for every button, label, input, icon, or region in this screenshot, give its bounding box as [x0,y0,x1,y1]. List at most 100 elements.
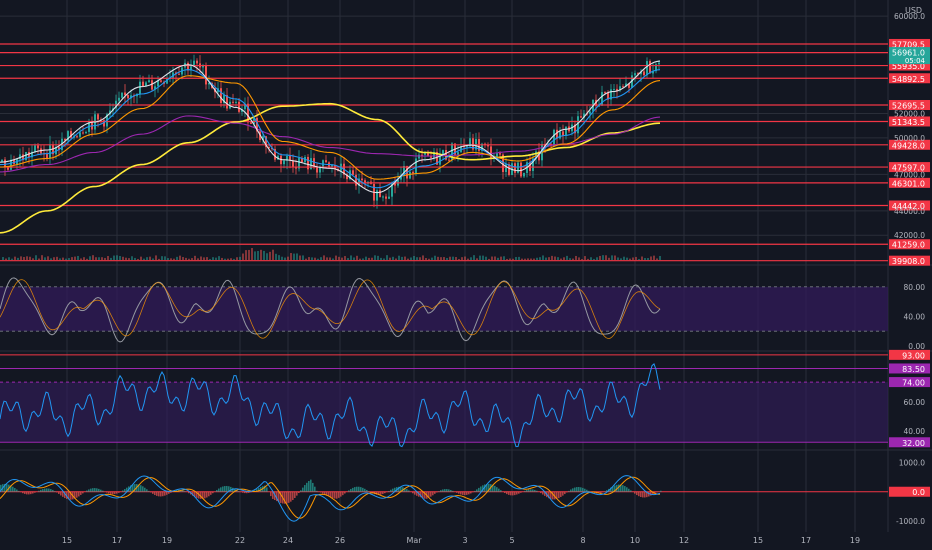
volume-bar [539,257,541,260]
time-tick-label: 15 [753,536,763,545]
level-badge [889,162,930,173]
candle-body [166,78,168,84]
volume-bar [107,256,109,260]
volume-bar [80,258,82,260]
macd-histogram-bar [428,491,430,498]
macd-histogram-bar [458,491,460,494]
macd-histogram-bar [504,491,506,494]
macd-histogram-bar [370,491,372,493]
candle-body [352,170,354,175]
macd-histogram-bar [116,491,118,494]
volume-bar [323,255,325,260]
volume-bar [626,257,628,260]
macd-histogram-bar [208,491,210,497]
candle-body [532,158,534,171]
macd-histogram-bar [556,491,558,499]
volume-bar [524,258,526,260]
candle-body [436,151,438,165]
volume-bar [560,258,562,260]
volume-bar [155,255,157,260]
volume-bar [200,256,202,260]
macd-histogram-bar [456,491,458,493]
candle-body [247,103,249,123]
macd-histogram-bar [286,491,288,504]
candle-body [628,83,630,88]
macd-histogram-bar [412,491,414,494]
macd-tick-label: 1000.0 [899,458,925,467]
macd-histogram-bar [342,491,344,496]
macd-histogram-bar [424,491,426,499]
macd-histogram-bar [238,491,240,492]
volume-bar [104,257,106,260]
candle-body [64,138,66,141]
time-axis[interactable]: 15 17 19 22 24 26 Mar 3 5 8 10 12 15 17 19 [62,536,860,545]
volume-bar [350,255,352,260]
macd-histogram-bar [366,489,368,492]
macd-histogram-bar [188,491,190,494]
candle-body [562,131,564,136]
candle-body [274,148,276,160]
macd-histogram-bar [422,491,424,499]
volume-bar [44,257,46,260]
macd-histogram-bar [156,491,158,496]
macd-histogram-bar [600,491,602,494]
macd-histogram-bar [528,489,530,492]
macd-histogram-bar [38,490,40,492]
volume-bar [59,258,61,260]
volume-bar [134,257,136,260]
price-axis[interactable]: 57709.556997.555935.054892.552695.551343… [889,12,930,526]
time-tick-label: 22 [235,536,245,545]
macd-histogram-bar [222,486,224,492]
volume-bar [170,258,172,260]
candle-body [355,174,357,186]
macd-histogram-bar [160,491,162,497]
candle-body [121,92,123,98]
volume-bar [83,257,85,260]
candle-body [658,62,660,65]
volume-bar [641,256,643,260]
candle-body [382,196,384,198]
macd-histogram-bar [82,491,84,494]
candle-body [154,86,156,90]
volume-bar [272,249,274,260]
macd-histogram-bar [62,491,64,497]
macd-histogram-bar [562,491,564,496]
volume-bar [20,256,22,260]
macd-histogram-bar [626,487,628,492]
rsi-level-badge [889,377,930,388]
volume-bar [287,256,289,260]
macd-histogram-bar [294,491,296,498]
volume-bar [593,258,595,260]
macd-histogram-bar [74,491,76,499]
candle-body [79,132,81,137]
macd-histogram-bar [620,484,622,492]
macd-histogram-bar [134,484,136,492]
volume-bar [329,257,331,260]
macd-histogram-bar [242,491,244,493]
volume-bar [47,256,49,260]
volume-bar [347,258,349,260]
macd-histogram-bar [124,489,126,492]
macd-histogram-bar [610,487,612,492]
support-resistance-levels[interactable] [0,43,888,262]
macd-histogram-bar [114,491,116,495]
candle-body [634,73,636,76]
macd-histogram-bar [76,491,78,498]
macd-histogram-bar [184,491,186,492]
macd-histogram-bar [332,491,334,498]
candle-body [517,162,519,173]
candle-body [448,159,450,161]
candle-body [118,97,120,101]
macd-histogram-bar [628,488,630,492]
volume-bar [89,256,91,260]
volume-bar [335,255,337,260]
macd-histogram-bar [142,486,144,492]
level-badge-label: 57709.5 [892,40,925,49]
volume-bar [290,253,292,260]
volume-bar [281,256,283,260]
macd-histogram-bar [532,489,534,492]
macd-histogram-bar [258,488,260,492]
macd-histogram-bar [436,491,438,493]
volume-bar [365,256,367,260]
